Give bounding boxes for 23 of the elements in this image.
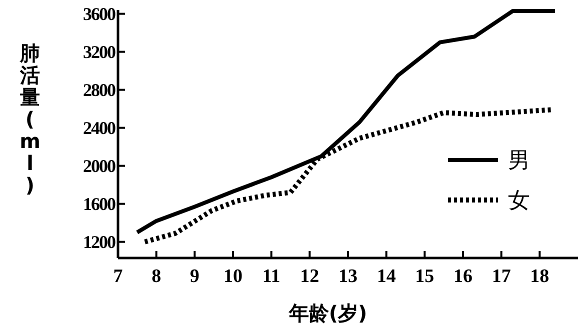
x-tick-label: 8	[152, 266, 162, 287]
y-tick-label: 2400	[83, 118, 116, 138]
y-axis-title: 肺活量(ml)	[19, 41, 40, 197]
y-tick-label: 1200	[83, 232, 116, 252]
x-tick-label: 10	[224, 266, 242, 287]
y-tick-label: 3600	[83, 4, 116, 24]
x-tick-label: 17	[492, 266, 512, 287]
legend-label: 女	[508, 188, 530, 214]
x-tick-label: 18	[530, 266, 550, 287]
x-tick-label: 11	[262, 266, 280, 287]
legend-label: 男	[508, 148, 530, 174]
x-tick-label: 9	[190, 266, 200, 287]
x-tick-label: 14	[376, 266, 396, 287]
x-tick-label: 12	[300, 266, 320, 287]
y-tick-label: 2000	[83, 156, 116, 176]
x-tick-label: 13	[338, 266, 358, 287]
y-tick-label: 1600	[83, 194, 116, 214]
x-tick-label: 7	[113, 266, 124, 287]
x-axis-title: 年龄(岁)	[288, 301, 368, 325]
x-tick-label: 15	[415, 266, 434, 287]
y-tick-label: 3200	[83, 42, 116, 62]
y-tick-label: 2800	[83, 80, 116, 100]
x-tick-label: 16	[454, 266, 472, 287]
